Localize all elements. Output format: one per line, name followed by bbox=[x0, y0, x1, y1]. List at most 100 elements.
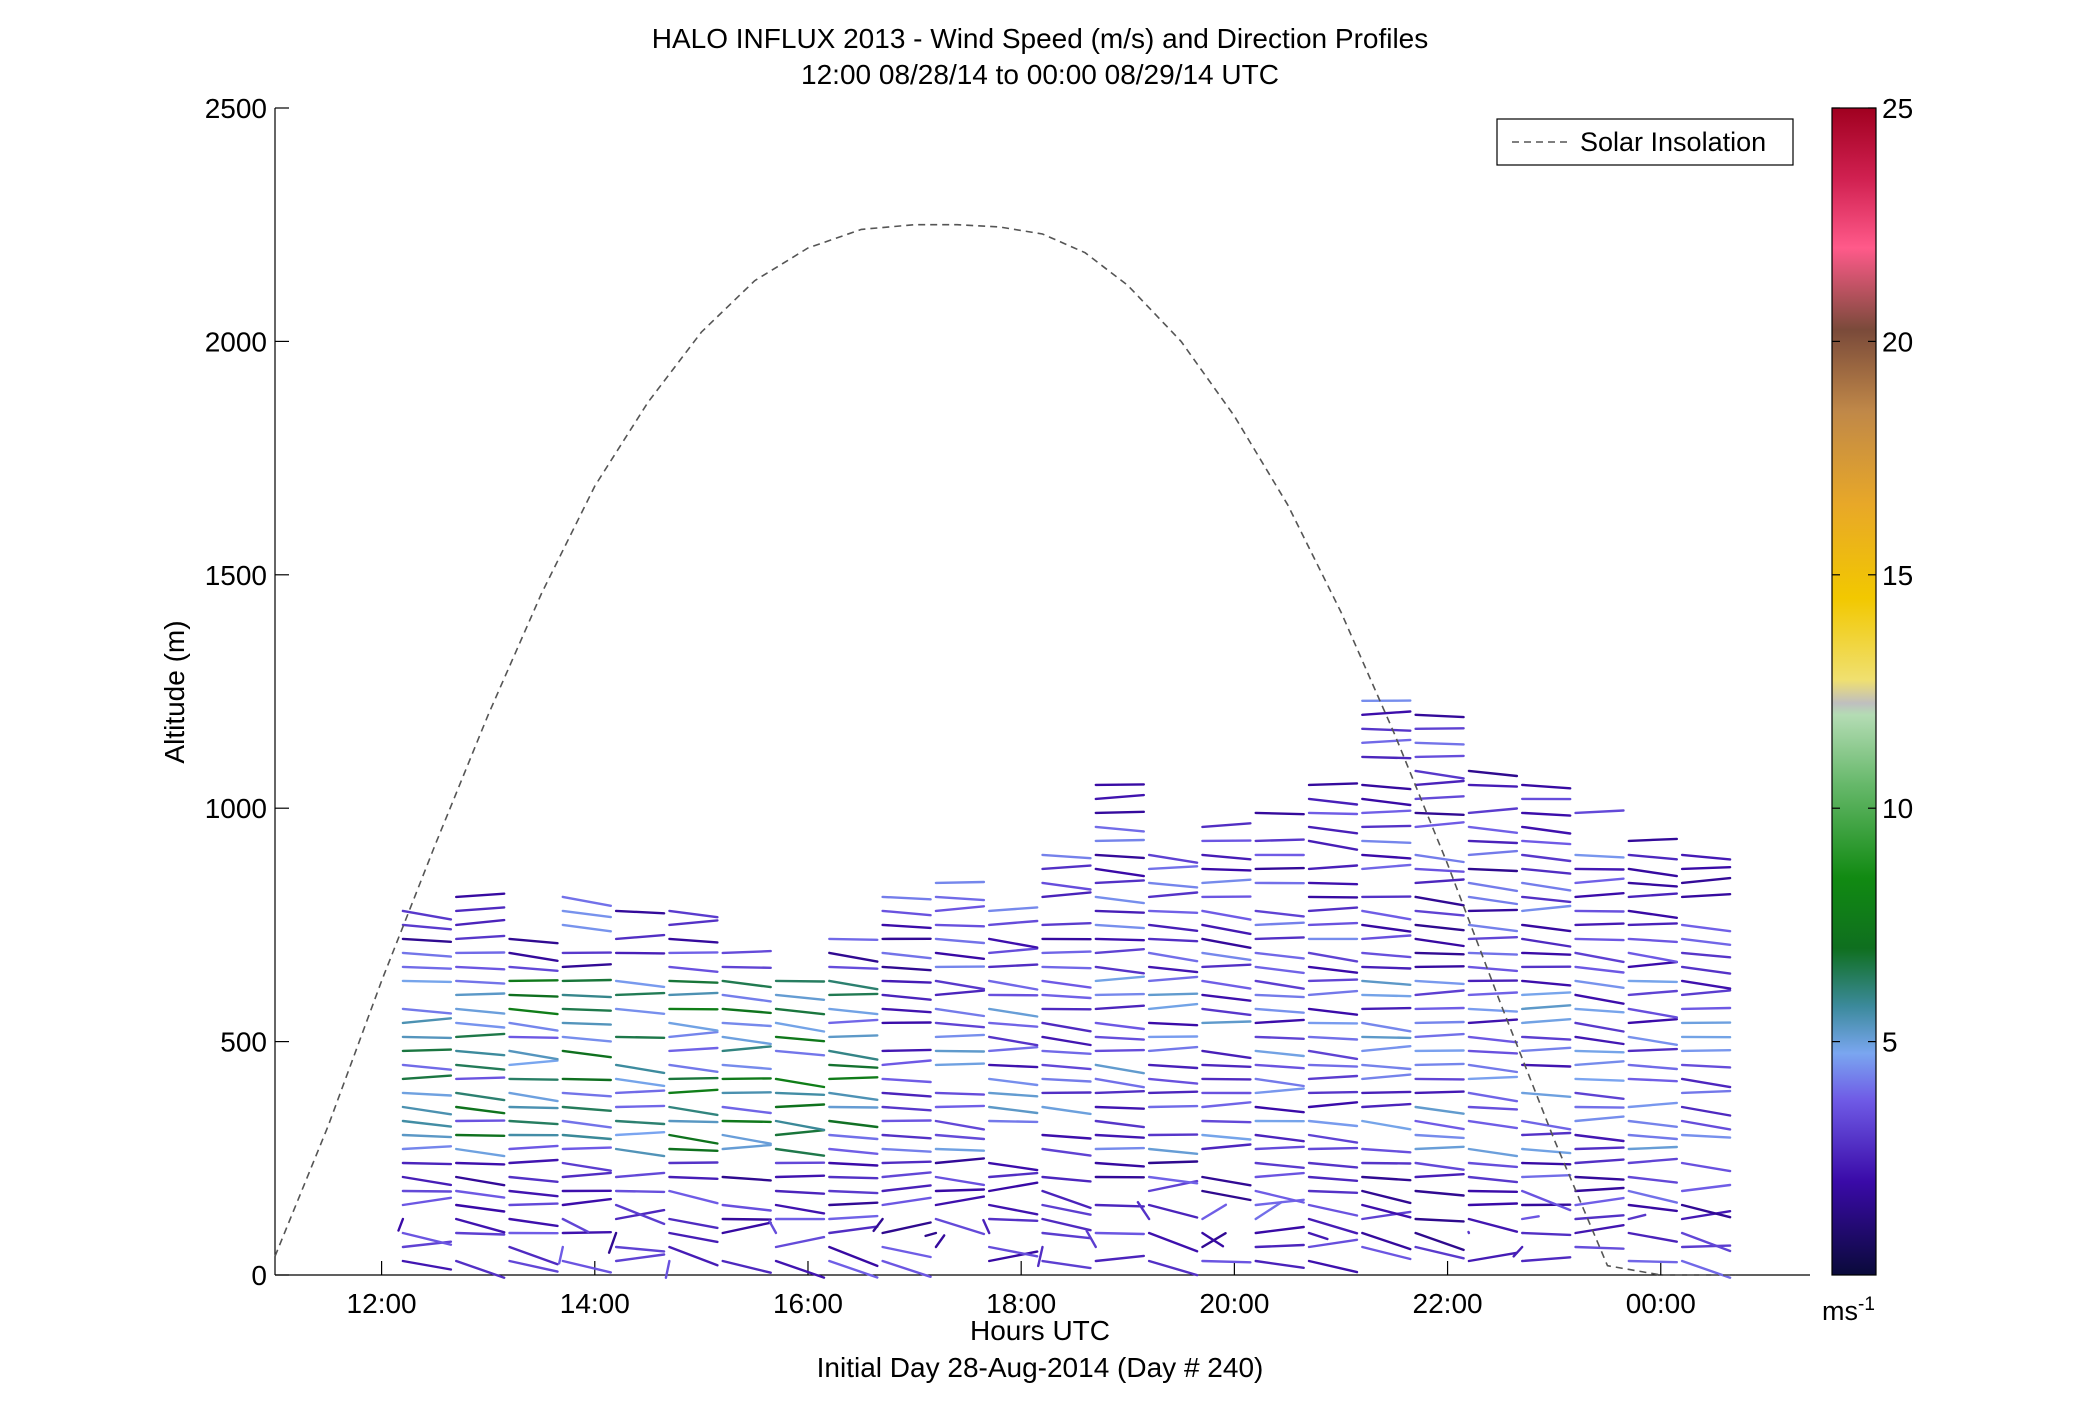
wind-barb bbox=[1467, 1075, 1519, 1081]
wind-barb bbox=[1094, 895, 1146, 905]
wind-barb bbox=[1361, 909, 1412, 921]
wind-barb bbox=[1627, 989, 1679, 997]
wind-barb bbox=[721, 1133, 772, 1145]
y-tick-label: 0 bbox=[251, 1260, 267, 1291]
wind-barb bbox=[1680, 1231, 1732, 1253]
wind-barb bbox=[1201, 1259, 1252, 1264]
wind-barb bbox=[1254, 1259, 1305, 1270]
wind-barb bbox=[1627, 1259, 1679, 1264]
wind-barb bbox=[1254, 1243, 1305, 1249]
wind-barb bbox=[982, 1218, 991, 1235]
wind-barb bbox=[1467, 1175, 1519, 1184]
colorbar-tick-label: 15 bbox=[1882, 560, 1913, 591]
wind-barb bbox=[768, 1219, 778, 1235]
wind-barb bbox=[1520, 991, 1572, 997]
wind-barb bbox=[1467, 951, 1519, 956]
wind-barb bbox=[1680, 937, 1732, 946]
wind-barb bbox=[401, 1161, 453, 1166]
wind-barb bbox=[1414, 1161, 1465, 1171]
wind-barb bbox=[561, 895, 612, 907]
wind-barb bbox=[668, 1231, 719, 1244]
wind-barb bbox=[668, 991, 719, 997]
wind-barb bbox=[1254, 1049, 1305, 1058]
wind-barb bbox=[881, 909, 932, 917]
wind-barb bbox=[1467, 1091, 1519, 1103]
wind-barb bbox=[1361, 738, 1412, 744]
wind-barb bbox=[881, 1119, 932, 1123]
wind-barb bbox=[1307, 811, 1359, 816]
wind-barb bbox=[1414, 1062, 1465, 1067]
wind-barb bbox=[1627, 1133, 1679, 1141]
wind-barb bbox=[1467, 991, 1519, 997]
wind-barb bbox=[1520, 1119, 1572, 1131]
wind-barb bbox=[1520, 1173, 1572, 1179]
wind-barb bbox=[668, 937, 719, 944]
wind-barb bbox=[988, 1077, 1039, 1087]
wind-barb bbox=[508, 1158, 559, 1165]
wind-barb bbox=[561, 1197, 612, 1207]
wind-barb bbox=[934, 937, 986, 945]
wind-barb bbox=[1147, 951, 1199, 963]
wind-barb bbox=[668, 1189, 719, 1205]
wind-barb bbox=[1147, 1063, 1199, 1070]
wind-barb bbox=[1414, 1077, 1465, 1081]
wind-barb bbox=[1467, 825, 1519, 834]
wind-barb bbox=[1254, 921, 1305, 927]
wind-barb bbox=[1361, 951, 1412, 959]
wind-barb bbox=[614, 1035, 666, 1040]
wind-barb bbox=[1094, 1077, 1146, 1089]
wind-barb bbox=[1361, 1006, 1412, 1011]
wind-barb bbox=[664, 1259, 671, 1280]
wind-barb bbox=[561, 1119, 612, 1129]
wind-barb bbox=[1147, 1175, 1199, 1185]
wind-barb bbox=[1627, 1047, 1679, 1053]
wind-barb bbox=[1201, 1020, 1252, 1025]
chart-subtitle: 12:00 08/28/14 to 00:00 08/29/14 UTC bbox=[801, 59, 1279, 90]
wind-barb bbox=[1574, 877, 1625, 885]
wind-barb bbox=[508, 1007, 559, 1016]
wind-barb bbox=[1680, 1183, 1732, 1193]
wind-barb bbox=[774, 1021, 826, 1033]
colorbar-ticks: 5 10 15 20 25 bbox=[1832, 93, 1913, 1058]
wind-barb bbox=[668, 951, 719, 955]
wind-barb bbox=[561, 1161, 612, 1172]
wind-barb bbox=[1361, 809, 1412, 815]
wind-barb bbox=[401, 1189, 453, 1193]
wind-barb bbox=[1201, 853, 1252, 861]
wind-barb bbox=[721, 1203, 772, 1212]
wind-barb bbox=[1361, 1245, 1412, 1261]
wind-barb bbox=[561, 1133, 612, 1141]
wind-barb bbox=[1361, 965, 1412, 970]
wind-barb bbox=[828, 1259, 879, 1279]
wind-barb bbox=[614, 1245, 666, 1253]
wind-barb bbox=[1467, 1217, 1519, 1233]
wind-barb bbox=[508, 1144, 559, 1151]
y-axis-ticks: 0 500 1000 1500 2000 2500 bbox=[205, 93, 289, 1291]
wind-barb bbox=[1414, 1245, 1465, 1260]
wind-barb bbox=[668, 919, 719, 927]
wind-barb bbox=[1627, 1189, 1679, 1204]
wind-barb bbox=[828, 1214, 879, 1221]
wind-barb bbox=[1307, 1090, 1359, 1095]
wind-barb bbox=[1307, 1049, 1359, 1061]
wind-barb bbox=[1520, 1004, 1572, 1011]
wind-barbs bbox=[397, 699, 1732, 1280]
wind-barb bbox=[721, 1175, 772, 1182]
wind-barb bbox=[1307, 1146, 1359, 1151]
wind-barb bbox=[561, 1021, 612, 1026]
wind-barb bbox=[455, 918, 506, 927]
wind-barb bbox=[1574, 1133, 1625, 1143]
wind-barb bbox=[1627, 1101, 1679, 1109]
wind-barb bbox=[1307, 1175, 1359, 1183]
wind-barb bbox=[1520, 904, 1572, 913]
wind-barb bbox=[1680, 1077, 1732, 1089]
wind-barb bbox=[561, 1171, 612, 1179]
wind-barb bbox=[1520, 1035, 1572, 1041]
wind-barb bbox=[1361, 1073, 1412, 1081]
wind-barb bbox=[1574, 909, 1625, 913]
wind-barb bbox=[1094, 1203, 1146, 1208]
wind-barb bbox=[828, 979, 879, 991]
wind-barb bbox=[1254, 993, 1305, 999]
wind-barb bbox=[828, 1133, 879, 1141]
